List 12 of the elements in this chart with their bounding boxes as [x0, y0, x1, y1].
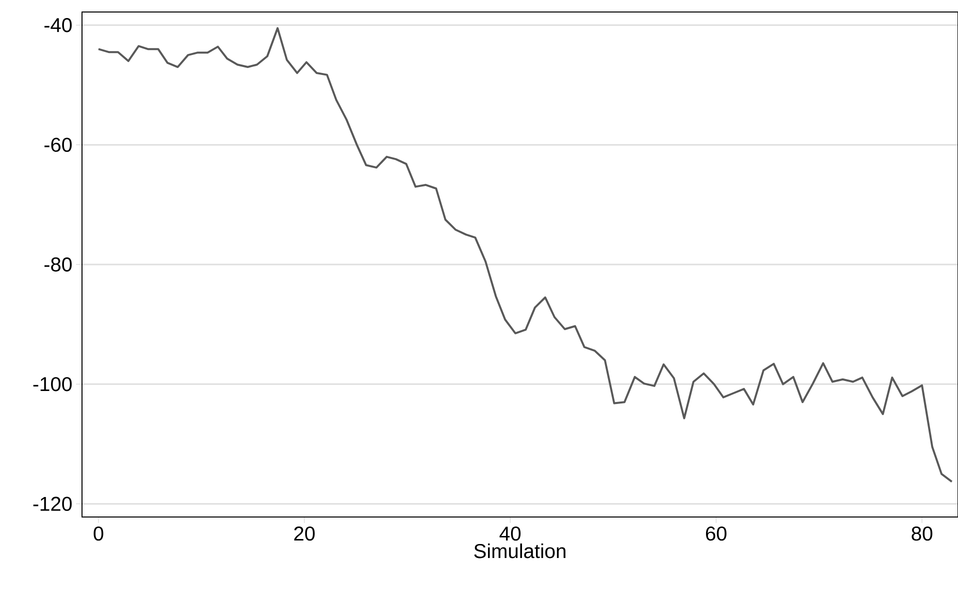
line-series	[97, 27, 953, 483]
y-tick-label: -40	[44, 18, 72, 32]
y-tick-label: -100	[33, 377, 72, 392]
y-tick-label: -60	[44, 138, 72, 152]
x-tick-label: 40	[500, 526, 521, 541]
y-tick-label: -80	[44, 257, 72, 272]
x-tick-label: 80	[912, 526, 932, 541]
y-tick-label: -120	[33, 496, 72, 511]
x-tick-label: 60	[706, 526, 726, 541]
x-tick-label: 0	[94, 526, 104, 541]
x-tick-label: 20	[294, 526, 315, 541]
x-axis-title: Simulation	[474, 544, 566, 558]
